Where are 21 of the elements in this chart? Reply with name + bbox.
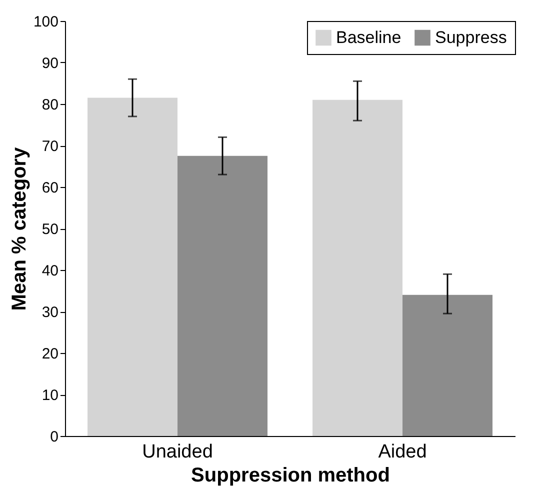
y-tick-label: 100 <box>33 14 58 30</box>
y-tick-label: 80 <box>42 96 58 114</box>
bar <box>88 98 178 436</box>
y-axis-title: Mean % category <box>8 146 30 311</box>
x-axis-title: Suppression method <box>191 464 390 486</box>
legend-label: Suppress <box>435 28 507 47</box>
y-tick-label: 20 <box>42 346 58 362</box>
legend-label: Baseline <box>336 28 402 47</box>
y-tick-label: 90 <box>42 55 58 72</box>
bar <box>312 100 402 436</box>
bar <box>178 156 268 436</box>
y-tick-label: 10 <box>42 387 58 404</box>
x-tick-label: Aided <box>378 442 427 462</box>
y-tick-label: 50 <box>42 221 58 238</box>
x-tick-label: Unaided <box>142 442 213 462</box>
y-tick-label: 70 <box>42 138 58 155</box>
bar <box>402 294 492 436</box>
y-tick-label: 60 <box>42 180 58 196</box>
y-tick-label: 40 <box>42 262 58 280</box>
y-tick-label: 30 <box>42 304 58 321</box>
y-tick-label: 0 <box>50 428 58 446</box>
